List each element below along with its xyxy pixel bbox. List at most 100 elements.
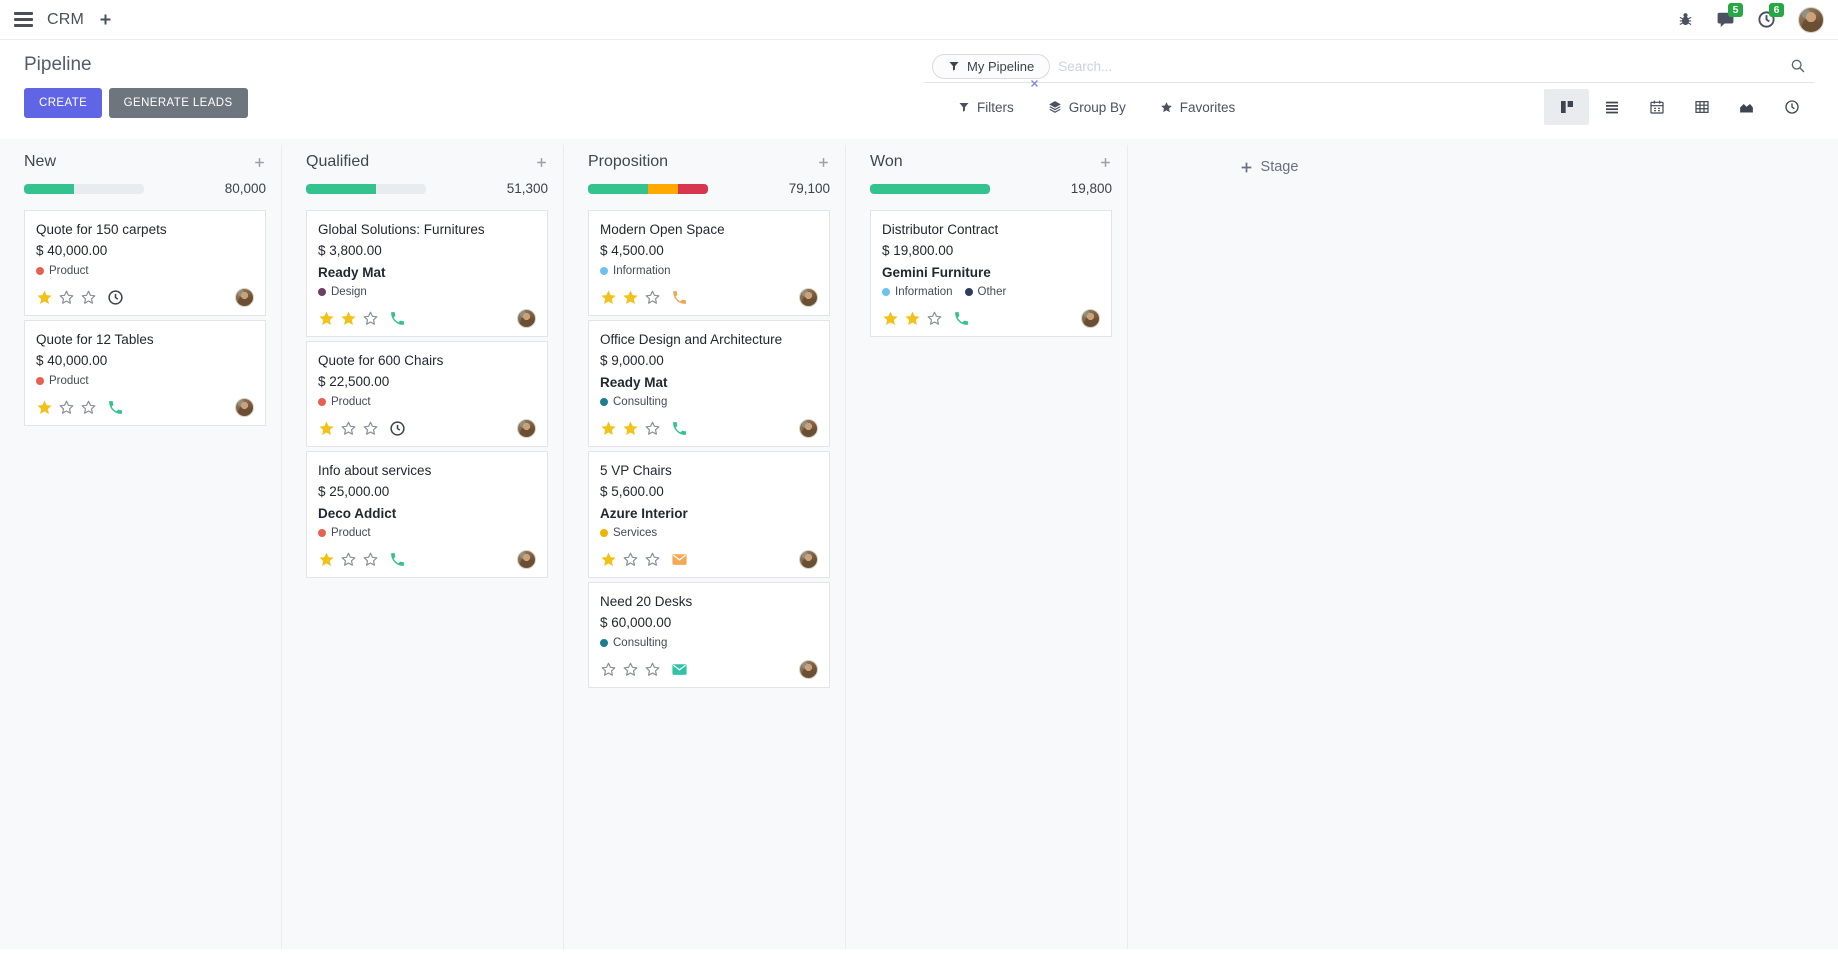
kanban-card[interactable]: Info about services $ 25,000.00 Deco Addic… <box>306 451 548 578</box>
kanban-card[interactable]: Distributor Contract $ 19,800.00 Gemini Fu… <box>870 210 1112 337</box>
phone-icon[interactable] <box>671 420 688 437</box>
star-filled-icon[interactable] <box>318 310 335 327</box>
favorites-button[interactable]: Favorites <box>1160 100 1235 115</box>
star-filled-icon[interactable] <box>622 420 639 437</box>
phone-icon[interactable] <box>107 399 124 416</box>
kanban-card[interactable]: Global Solutions: Furnitures $ 3,800.00 Re… <box>306 210 548 337</box>
assignee-avatar[interactable] <box>1081 308 1100 328</box>
group-by-button[interactable]: Group By <box>1048 100 1126 115</box>
star-empty-icon[interactable] <box>58 399 75 416</box>
phone-icon[interactable] <box>389 310 406 327</box>
kanban-card[interactable]: Office Design and Architecture $ 9,000.00… <box>588 320 830 447</box>
star-empty-icon[interactable] <box>362 310 379 327</box>
phone-icon[interactable] <box>389 551 406 568</box>
add-stage-button[interactable]: Stage <box>1240 159 1298 175</box>
quick-add-icon[interactable] <box>253 156 266 169</box>
star-filled-icon[interactable] <box>318 420 335 437</box>
kanban-card[interactable]: 5 VP Chairs $ 5,600.00 Azure Interior Servi… <box>588 451 830 578</box>
plus-icon[interactable] <box>98 12 113 27</box>
search-bar[interactable]: My Pipeline <box>924 50 1814 87</box>
star-empty-icon[interactable] <box>644 661 661 678</box>
star-empty-icon[interactable] <box>644 420 661 437</box>
quick-add-icon[interactable] <box>1099 156 1112 169</box>
kanban-card[interactable]: Quote for 12 Tables $ 40,000.00 Product <box>24 320 266 426</box>
tag-color-dot <box>36 377 44 385</box>
star-empty-icon[interactable] <box>600 661 617 678</box>
column-progressbar[interactable] <box>24 183 144 194</box>
star-filled-icon[interactable] <box>622 289 639 306</box>
activities-clock-icon[interactable]: 6 <box>1757 3 1784 29</box>
quick-add-icon[interactable] <box>535 156 548 169</box>
generate-leads-button[interactable]: GENERATE LEADS <box>108 88 248 118</box>
clock-icon[interactable] <box>389 420 406 437</box>
apps-menu-icon[interactable] <box>14 12 33 27</box>
star-empty-icon[interactable] <box>340 420 357 437</box>
star-empty-icon[interactable] <box>80 399 97 416</box>
star-filled-icon[interactable] <box>600 420 617 437</box>
facet-close-icon[interactable] <box>1030 79 1039 88</box>
star-empty-icon[interactable] <box>622 551 639 568</box>
star-empty-icon[interactable] <box>362 420 379 437</box>
debug-bug-icon[interactable] <box>1677 11 1694 28</box>
view-kanban-icon[interactable] <box>1544 89 1589 125</box>
phone-icon[interactable] <box>671 289 688 306</box>
search-input[interactable] <box>1058 58 1790 74</box>
kanban-card[interactable]: Modern Open Space $ 4,500.00 Information <box>588 210 830 316</box>
view-pivot-icon[interactable] <box>1679 89 1724 125</box>
star-empty-icon[interactable] <box>622 661 639 678</box>
search-facet-my-pipeline[interactable]: My Pipeline <box>932 53 1051 79</box>
view-activity-icon[interactable] <box>1769 89 1814 125</box>
star-filled-icon[interactable] <box>600 551 617 568</box>
view-calendar-icon[interactable] <box>1634 89 1679 125</box>
user-avatar[interactable] <box>1798 6 1824 33</box>
star-filled-icon[interactable] <box>340 310 357 327</box>
star-filled-icon[interactable] <box>882 310 899 327</box>
progressbar-segment[interactable] <box>588 183 648 194</box>
star-empty-icon[interactable] <box>340 551 357 568</box>
column-progressbar[interactable] <box>588 183 708 194</box>
star-filled-icon[interactable] <box>904 310 921 327</box>
phone-icon[interactable] <box>953 310 970 327</box>
quick-add-icon[interactable] <box>817 156 830 169</box>
assignee-avatar[interactable] <box>235 397 254 417</box>
assignee-avatar[interactable] <box>799 659 818 679</box>
progressbar-segment[interactable] <box>870 183 990 194</box>
star-empty-icon[interactable] <box>58 289 75 306</box>
progressbar-segment[interactable] <box>24 183 75 194</box>
kanban-card[interactable]: Quote for 150 carpets $ 40,000.00 Product <box>24 210 266 316</box>
filters-button[interactable]: Filters <box>958 100 1014 115</box>
star-empty-icon[interactable] <box>644 551 661 568</box>
column-progressbar[interactable] <box>306 183 426 194</box>
star-filled-icon[interactable] <box>36 399 53 416</box>
search-icon[interactable] <box>1790 58 1806 74</box>
create-button[interactable]: CREATE <box>24 88 103 118</box>
envelope-icon[interactable] <box>671 661 688 678</box>
assignee-avatar[interactable] <box>517 549 536 569</box>
star-filled-icon[interactable] <box>36 289 53 306</box>
assignee-avatar[interactable] <box>235 287 254 307</box>
view-list-icon[interactable] <box>1589 89 1634 125</box>
column-progressbar[interactable] <box>870 183 990 194</box>
tag-label: Product <box>49 375 89 387</box>
kanban-card[interactable]: Quote for 600 Chairs $ 22,500.00 Product <box>306 341 548 447</box>
assignee-avatar[interactable] <box>799 549 818 569</box>
progressbar-segment[interactable] <box>648 183 678 194</box>
envelope-icon[interactable] <box>671 551 688 568</box>
star-filled-icon[interactable] <box>600 289 617 306</box>
progressbar-segment[interactable] <box>678 183 708 194</box>
assignee-avatar[interactable] <box>517 308 536 328</box>
star-empty-icon[interactable] <box>644 289 661 306</box>
app-name[interactable]: CRM <box>47 10 85 28</box>
view-graph-icon[interactable] <box>1724 89 1769 125</box>
assignee-avatar[interactable] <box>517 418 536 438</box>
assignee-avatar[interactable] <box>799 418 818 438</box>
star-empty-icon[interactable] <box>926 310 943 327</box>
assignee-avatar[interactable] <box>799 287 818 307</box>
star-filled-icon[interactable] <box>318 551 335 568</box>
star-empty-icon[interactable] <box>80 289 97 306</box>
messages-icon[interactable]: 5 <box>1716 3 1743 29</box>
star-empty-icon[interactable] <box>362 551 379 568</box>
kanban-card[interactable]: Need 20 Desks $ 60,000.00 Consulting <box>588 582 830 688</box>
clock-icon[interactable] <box>107 289 124 306</box>
progressbar-segment[interactable] <box>306 183 376 194</box>
